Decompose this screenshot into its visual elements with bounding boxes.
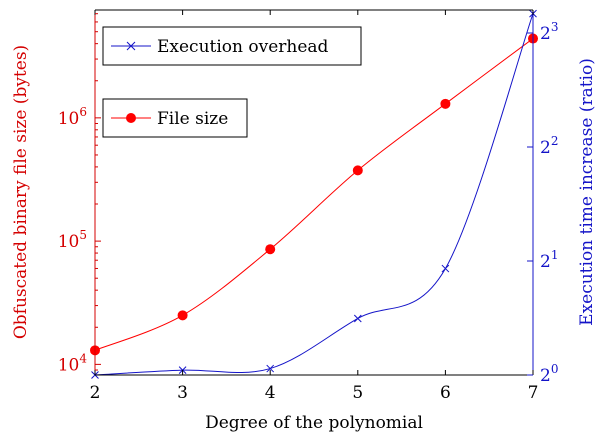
- data-point-file-size: [440, 98, 451, 109]
- x-tick-label: 6: [440, 383, 451, 403]
- x-axis-title: Degree of the polynomial: [205, 413, 423, 433]
- left-y-tick-label: 106: [58, 105, 87, 129]
- data-point-execution-overhead: [353, 314, 362, 323]
- data-point-file-size: [265, 244, 276, 255]
- x-tick-label: 7: [528, 383, 539, 403]
- data-point-execution-overhead: [266, 364, 275, 373]
- x-tick-label: 3: [177, 383, 188, 403]
- right-y-tick-label: 21: [540, 248, 558, 272]
- right-y-tick-label: 23: [540, 20, 558, 44]
- legend-file-size: File size: [102, 98, 248, 138]
- data-point-execution-overhead: [441, 264, 450, 273]
- legend-circle-marker: [126, 113, 136, 123]
- x-tick-label: 4: [265, 383, 276, 403]
- left-y-axis-title: Obfuscated binary file size (bytes): [11, 45, 31, 339]
- left-y-tick-label: 105: [58, 228, 87, 252]
- legend-label-execution-overhead: Execution overhead: [157, 37, 329, 57]
- right-y-axis-title: Execution time increase (ratio): [577, 58, 597, 326]
- right-y-tick-label: 22: [540, 134, 558, 158]
- data-point-file-size: [177, 310, 188, 321]
- x-tick-label: 2: [90, 383, 101, 403]
- x-tick-label: 5: [352, 383, 363, 403]
- axes-layer: [94, 9, 534, 376]
- left-y-tick-label: 104: [58, 351, 88, 375]
- plot-background: [95, 10, 533, 375]
- legend-execution-overhead: Execution overhead: [102, 26, 362, 66]
- right-y-tick-label: 20: [540, 362, 558, 386]
- legend-label-file-size: File size: [157, 109, 228, 129]
- data-point-file-size: [352, 165, 363, 176]
- legend-x-marker: [126, 41, 136, 51]
